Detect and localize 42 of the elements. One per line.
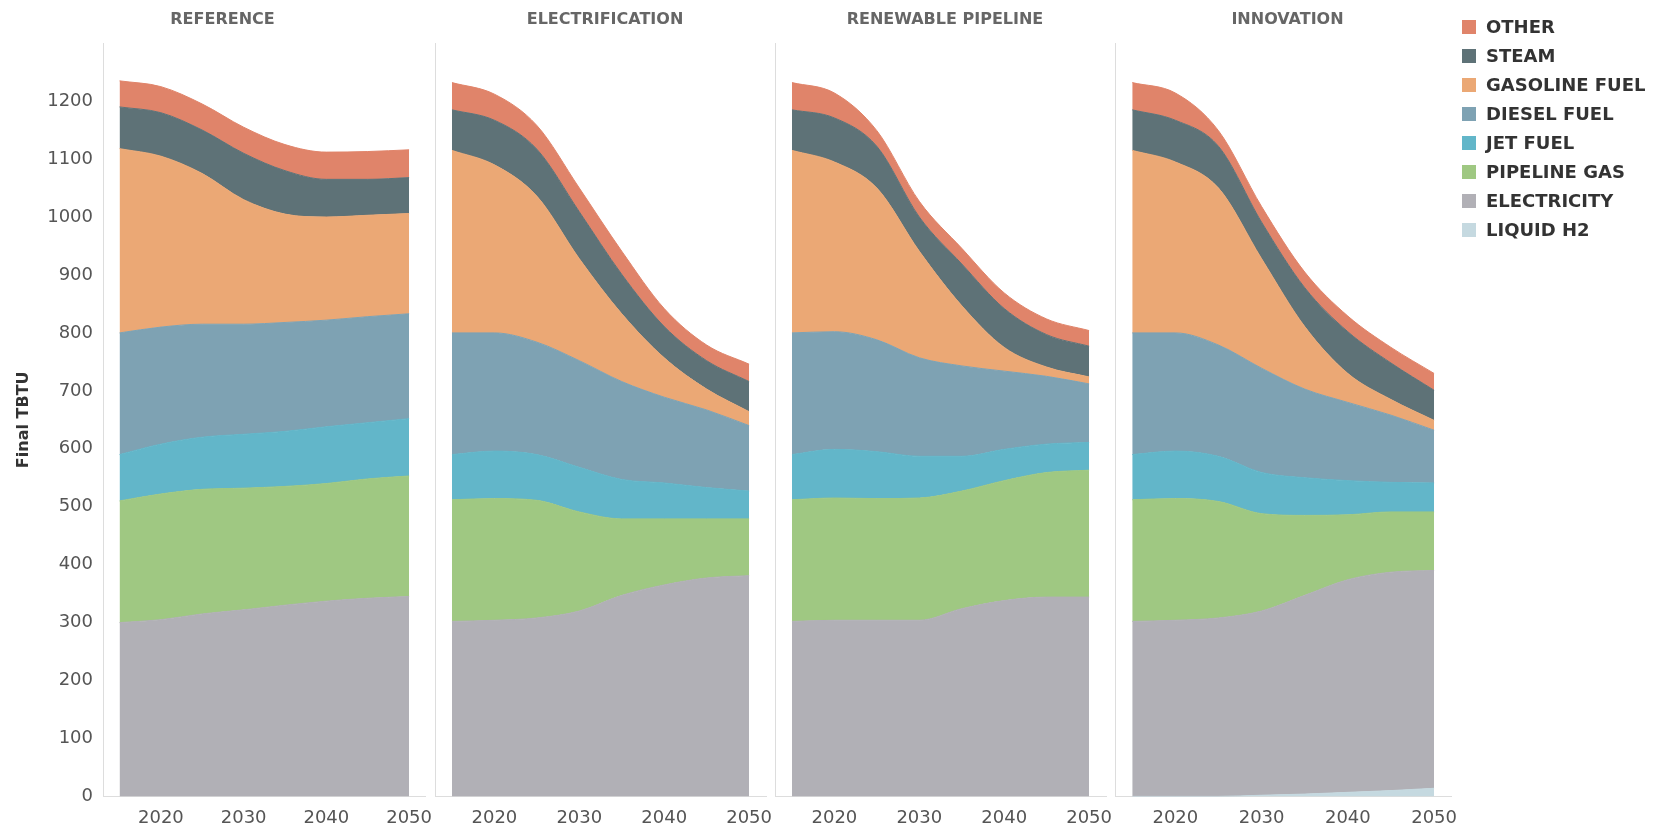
x-tick-label: 2040 — [303, 805, 350, 827]
x-tick-label: 2050 — [726, 805, 772, 827]
x-tick-label: 2030 — [1238, 805, 1285, 827]
y-tick-label: 300 — [58, 610, 94, 632]
x-tick-label: 2020 — [811, 805, 858, 827]
y-tick-label: 200 — [58, 668, 94, 690]
y-axis-title: Final TBTU — [12, 371, 32, 469]
x-tick-label: 2040 — [641, 805, 688, 827]
x-tick-label: 2050 — [1066, 805, 1112, 827]
chart-title: RENEWABLE PIPELINE — [846, 8, 1044, 28]
x-tick-label: 2050 — [386, 805, 432, 827]
legend-label: ELECTRICITY — [1486, 189, 1614, 213]
x-tick-label: 2050 — [1411, 805, 1457, 827]
y-tick-label: 400 — [58, 552, 94, 574]
x-tick-label: 2030 — [556, 805, 603, 827]
y-tick-label: 800 — [58, 320, 94, 342]
chart-title: REFERENCE — [170, 8, 275, 28]
y-tick-label: 1000 — [47, 204, 94, 226]
x-tick-label: 2030 — [220, 805, 267, 827]
y-tick-label: 100 — [58, 726, 94, 748]
legend-label: DIESEL FUEL — [1486, 102, 1614, 126]
x-tick-label: 2040 — [1324, 805, 1371, 827]
legend-label: GASOLINE FUEL — [1486, 73, 1646, 97]
chart-title: INNOVATION — [1231, 8, 1344, 28]
y-tick-label: 900 — [58, 262, 94, 284]
legend-label: STEAM — [1486, 44, 1556, 68]
legend-label: JET FUEL — [1486, 131, 1575, 155]
y-tick-label: 500 — [58, 494, 94, 516]
y-tick-label: 1100 — [47, 146, 94, 168]
legend-label: LIQUID H2 — [1486, 218, 1590, 242]
x-tick-label: 2030 — [896, 805, 943, 827]
legend-label: OTHER — [1486, 15, 1555, 39]
y-tick-label: 1200 — [47, 88, 94, 110]
y-tick-label: 700 — [58, 378, 94, 400]
x-tick-label: 2020 — [138, 805, 184, 827]
x-tick-label: 2020 — [471, 805, 518, 827]
x-tick-label: 2020 — [1152, 805, 1199, 827]
y-tick-label: 0 — [81, 784, 94, 806]
y-tick-label: 600 — [58, 436, 94, 458]
chart-title: ELECTRIFICATION — [526, 8, 684, 28]
x-tick-label: 2040 — [981, 805, 1028, 827]
legend-label: PIPELINE GAS — [1486, 160, 1625, 184]
